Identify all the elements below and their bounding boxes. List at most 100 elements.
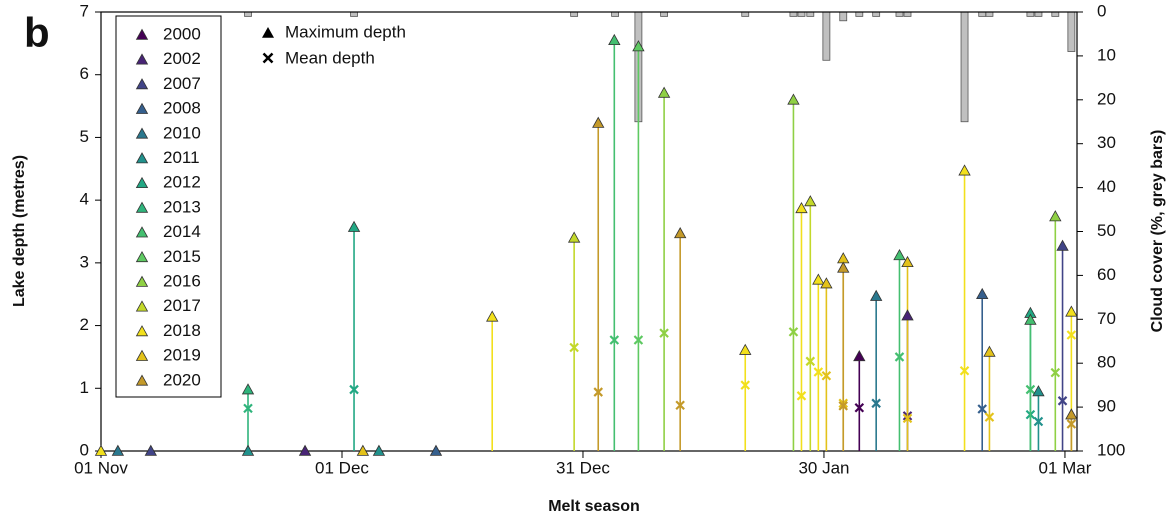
mean-marker: [959, 365, 970, 376]
mean-marker: [984, 412, 995, 422]
mean-marker: [349, 384, 359, 395]
y-tick-label: 5: [80, 127, 89, 146]
legend-label: 2008: [163, 99, 201, 118]
mean-marker: [813, 367, 824, 377]
mean-marker: [569, 342, 579, 353]
cloud-bar: [570, 11, 579, 17]
max-marker: [298, 444, 312, 456]
cloud-bar: [978, 11, 987, 17]
max-marker: [853, 349, 866, 362]
max-marker: [787, 93, 800, 105]
y2-tick-label: 90: [1097, 397, 1116, 416]
y-tick-label: 2: [80, 315, 89, 334]
cloud-bar: [660, 11, 669, 17]
max-marker: [632, 40, 645, 52]
x-tick-label: 01 Nov: [74, 458, 128, 477]
y2-tick-label: 50: [1097, 221, 1116, 240]
y2-tick-label: 80: [1097, 353, 1116, 372]
legend-label: Mean depth: [285, 48, 375, 67]
max-marker: [1065, 408, 1078, 420]
y2-tick-label: 100: [1097, 440, 1125, 459]
mean-marker: [243, 403, 253, 414]
legend-label: 2018: [163, 321, 201, 340]
legend-label: 2000: [163, 24, 201, 43]
cloud-bar: [1026, 11, 1035, 17]
legend-symbol: [135, 275, 149, 287]
cloud-bar: [611, 11, 620, 17]
legend-symbol: [135, 300, 149, 312]
mean-marker: [854, 402, 865, 413]
mean-marker: [788, 327, 799, 337]
legend-label: Maximum depth: [285, 22, 406, 41]
max-marker: [837, 261, 850, 273]
mean-marker: [1057, 396, 1068, 406]
y-axis-title: Lake depth (metres): [11, 155, 28, 307]
mean-marker: [1066, 419, 1077, 429]
y-tick-label: 1: [80, 378, 89, 397]
max-marker: [804, 195, 817, 207]
x-tick-label: 01 Mar: [1038, 458, 1091, 477]
max-marker: [111, 444, 125, 456]
max-marker: [869, 289, 883, 301]
max-marker: [347, 220, 361, 232]
y-tick-label: 3: [80, 252, 89, 271]
y-tick-label: 4: [80, 190, 89, 209]
max-marker: [429, 444, 443, 456]
cloud-bar: [789, 11, 798, 17]
legend-symbol: [135, 53, 149, 65]
max-marker: [673, 227, 687, 239]
y-tick-label: 7: [80, 1, 89, 20]
mean-marker: [894, 352, 905, 362]
mean-marker: [902, 413, 913, 424]
mean-marker: [1033, 416, 1044, 427]
mean-marker: [1025, 384, 1036, 395]
cloud-bar: [1034, 11, 1043, 17]
cloud-bar: [822, 11, 831, 61]
legend-symbol: [135, 250, 149, 263]
max-marker: [901, 309, 914, 321]
y2-tick-label: 0: [1097, 1, 1106, 20]
legend-symbol: [135, 28, 149, 40]
legend-symbol: [135, 325, 149, 337]
mean-marker: [821, 370, 832, 381]
max-marker: [901, 255, 914, 268]
x-tick-label: 01 Dec: [315, 458, 369, 477]
mean-marker: [796, 391, 807, 401]
mean-marker: [1050, 367, 1061, 378]
mean-marker: [1066, 330, 1077, 340]
mean-marker: [805, 356, 816, 367]
mean-marker: [838, 401, 849, 411]
mean-marker: [871, 398, 881, 409]
mean-marker: [593, 387, 604, 397]
max-marker: [608, 33, 621, 46]
cloud-bar: [839, 11, 848, 22]
y2-axis-title: Cloud cover (%, grey bars): [1149, 130, 1166, 333]
max-marker: [893, 249, 906, 261]
y2-tick-label: 60: [1097, 265, 1116, 284]
cloud-bar: [985, 11, 994, 17]
cloud-bar: [741, 11, 750, 17]
max-marker: [1056, 239, 1069, 251]
cloud-bar: [350, 11, 358, 17]
legend-label: 2015: [163, 247, 201, 266]
max-marker: [144, 444, 157, 456]
legend-symbol: [135, 102, 149, 114]
max-marker: [567, 231, 581, 243]
max-marker: [356, 444, 370, 456]
legend-symbol: [262, 27, 274, 38]
legend-label: 2002: [163, 49, 201, 68]
max-marker: [1032, 385, 1045, 397]
cloud-bar: [960, 11, 969, 123]
max-marker: [958, 164, 971, 176]
legend-symbol: [135, 349, 149, 361]
cloud-bar: [1051, 11, 1060, 17]
y-tick-label: 0: [80, 440, 89, 459]
legend-label: 2017: [163, 296, 201, 315]
legend-label: 2007: [163, 74, 201, 93]
legend-symbol: [135, 152, 149, 164]
max-marker: [241, 444, 255, 456]
max-marker: [976, 287, 989, 300]
y2-tick-label: 10: [1097, 45, 1116, 64]
legend-symbol: [135, 201, 149, 213]
